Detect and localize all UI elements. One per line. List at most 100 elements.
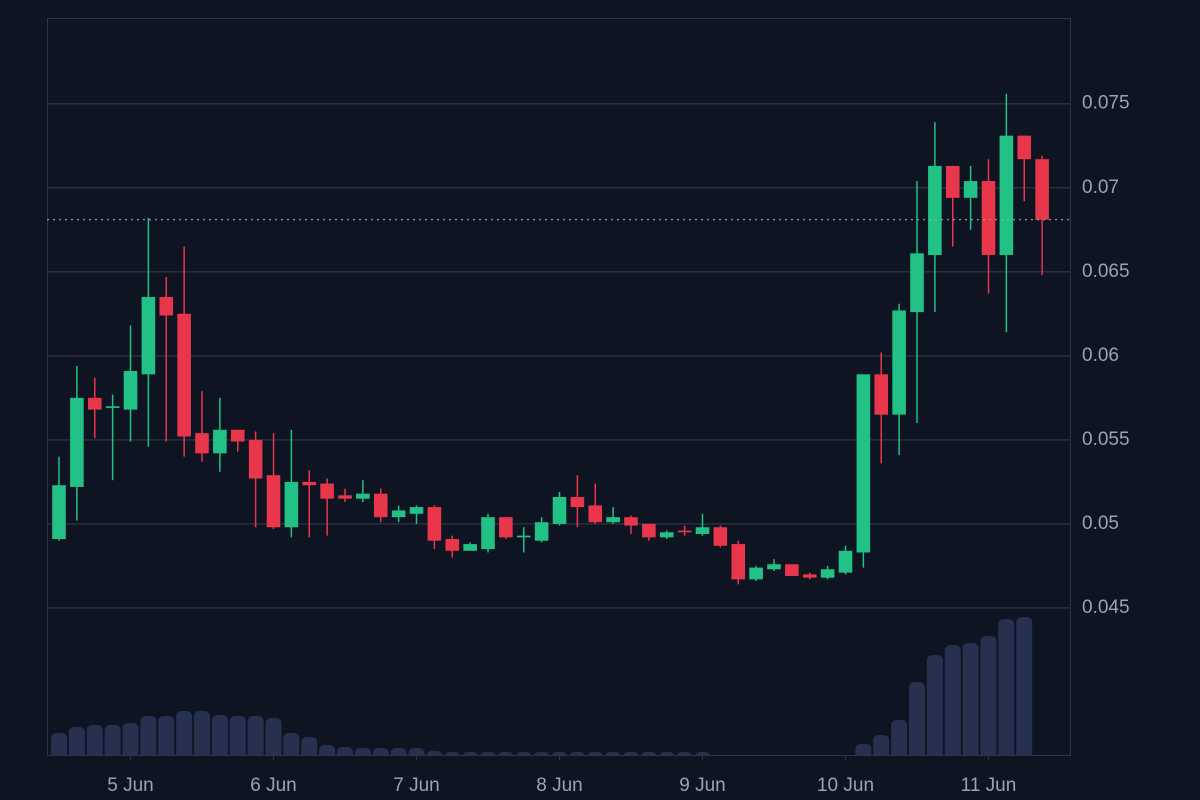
y-tick-label: 0.055 (1082, 429, 1130, 450)
volume-bar (247, 716, 264, 755)
candle-body (910, 253, 924, 313)
volume-bar (426, 751, 443, 758)
candle-body (856, 374, 871, 553)
candle-body (427, 507, 442, 541)
candle-body (767, 564, 781, 570)
candle-body (52, 485, 66, 540)
volume-bar (211, 715, 228, 755)
candle-body (284, 481, 299, 528)
volume-bar (676, 752, 693, 759)
x-tick-label: 11 Jun (961, 775, 1017, 796)
volume-bar (1016, 617, 1033, 755)
x-tick-label: 8 Jun (536, 775, 582, 796)
volume-bar (301, 737, 318, 755)
volume-bar (462, 752, 479, 759)
candle-body (749, 567, 763, 580)
candle-body (928, 165, 942, 255)
volume-bar (998, 619, 1015, 755)
y-tick-label: 0.06 (1082, 345, 1119, 366)
volume-bar (372, 748, 389, 755)
volume-bar (140, 716, 157, 755)
x-tick-label: 5 Jun (107, 775, 153, 796)
volume-bar (891, 720, 908, 755)
candle-body (588, 505, 603, 523)
candle-body (356, 493, 370, 499)
candle-body (302, 481, 317, 486)
candle-body (516, 535, 531, 538)
plot-frame (47, 18, 1071, 756)
x-tick-label: 10 Jun (817, 775, 874, 796)
candle-body (159, 297, 174, 316)
volume-bar (640, 752, 657, 759)
candle-body (195, 433, 209, 454)
candle-body (534, 522, 549, 541)
volume-bar (408, 748, 425, 755)
candle-body (999, 135, 1014, 255)
volume-bar (497, 752, 514, 759)
volume-bar (122, 723, 139, 755)
volume-bar (265, 718, 282, 755)
volume-bar (694, 752, 711, 759)
volume-bar (337, 747, 354, 755)
candle-body (820, 569, 835, 578)
volume-bar (569, 752, 586, 759)
volume-bar (926, 655, 943, 755)
volume-bar (194, 711, 211, 755)
volume-bar (551, 752, 568, 759)
volume-bar (68, 727, 85, 755)
volume-bar (587, 752, 604, 759)
candle-body (677, 530, 692, 533)
candle-body (731, 544, 746, 580)
volume-bar (104, 725, 121, 755)
candle-body (248, 439, 263, 479)
candle-body (945, 165, 960, 198)
volume-bar (908, 682, 925, 755)
candle-body (874, 374, 889, 415)
candle-body (87, 397, 102, 410)
candle-body (105, 406, 120, 408)
candle-body (963, 181, 978, 198)
y-tick-label: 0.075 (1082, 93, 1130, 114)
candle-body (659, 532, 674, 538)
candle-body (981, 181, 996, 255)
candle-body (320, 483, 334, 499)
volume-bar (658, 752, 675, 759)
volume-bar (283, 733, 300, 755)
y-tick-label: 0.045 (1082, 597, 1130, 618)
candle-body (606, 517, 620, 523)
volume-bar (515, 752, 532, 759)
candle-body (463, 544, 477, 551)
candle-body (892, 310, 906, 415)
volume-bar (533, 752, 550, 759)
candle-body (499, 517, 513, 538)
volume-bar (980, 636, 997, 755)
candle-body (123, 370, 138, 410)
candle-body (373, 493, 388, 518)
x-tick-label: 9 Jun (679, 775, 725, 796)
y-tick-label: 0.05 (1082, 513, 1119, 534)
candle-body (177, 313, 191, 437)
volume-bar (319, 745, 336, 755)
candle-body (624, 517, 638, 526)
x-tick-label: 6 Jun (250, 775, 296, 796)
candle-body (481, 517, 495, 550)
candle-body (785, 564, 799, 577)
volume-bar (354, 748, 371, 755)
candle-body (1035, 159, 1049, 220)
volume-bar (962, 643, 979, 755)
x-tick-label: 7 Jun (393, 775, 439, 796)
volume-bar (944, 645, 961, 755)
candle-body (802, 574, 817, 578)
volume-bar (444, 752, 461, 759)
candle-body (570, 497, 585, 508)
candle-body (266, 475, 281, 528)
candle-body (230, 429, 245, 442)
volume-bar (605, 752, 622, 759)
volume-bar (622, 752, 639, 759)
candle-body (713, 527, 728, 546)
volume-bar (873, 735, 890, 755)
candle-body (338, 495, 352, 499)
candle-body (70, 397, 84, 487)
